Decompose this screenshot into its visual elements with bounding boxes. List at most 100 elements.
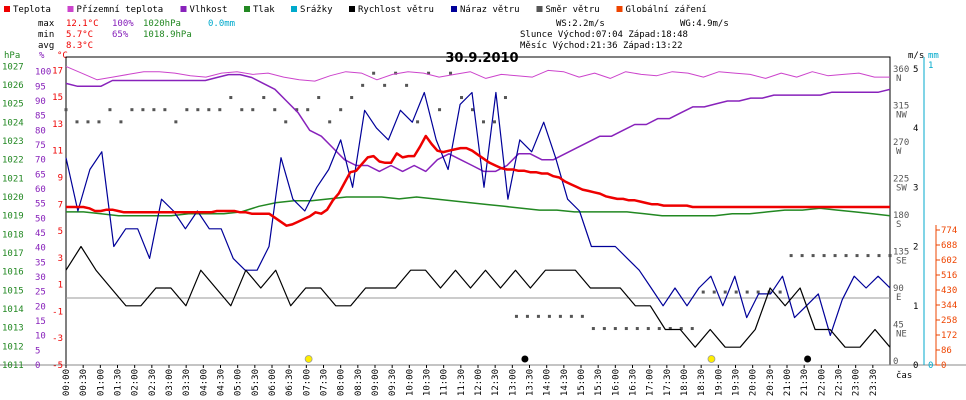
- legend-swatch-2: [180, 6, 187, 12]
- stat-min-press: 1018.9hPa: [143, 30, 192, 40]
- tick-pressure-0: 1027: [2, 62, 24, 72]
- direction-point-1: [75, 120, 79, 124]
- direction-point-40: [503, 96, 507, 100]
- direction-point-70: [833, 254, 837, 258]
- x-tick-label-37: 18:30: [697, 369, 707, 396]
- tick-pressure-12: 1015: [2, 286, 24, 296]
- tick-direction-2: 270: [893, 138, 909, 148]
- tick-direction-label-5: SE: [896, 257, 907, 267]
- direction-point-27: [361, 83, 365, 87]
- stat-max-press: 1020hPa: [143, 19, 181, 29]
- x-tick-label-26: 13:00: [508, 369, 518, 396]
- tick-direction-label-7: NE: [896, 330, 907, 340]
- x-tick-label-2: 01:00: [96, 369, 106, 396]
- stat-ws: WS:2.2m/s: [556, 19, 605, 29]
- direction-point-68: [811, 254, 815, 258]
- tick-humidity-16: 20: [35, 302, 46, 312]
- direction-point-50: [613, 327, 617, 331]
- sun-moon-markers: [304, 355, 812, 363]
- legend-swatch-7: [536, 6, 543, 12]
- direction-point-53: [646, 327, 650, 331]
- tick-radiation-3: 516: [941, 271, 957, 281]
- tick-direction-label-1: NW: [896, 111, 907, 121]
- legend-label-8: Globální záření: [626, 5, 707, 15]
- direction-point-34: [438, 108, 442, 112]
- direction-point-26: [350, 96, 354, 100]
- tick-direction-0: 360: [893, 65, 909, 75]
- x-tick-label-8: 04:00: [199, 369, 209, 396]
- tick-pressure-3: 1024: [2, 118, 24, 128]
- direction-point-32: [416, 120, 420, 124]
- direction-point-42: [525, 314, 529, 318]
- direction-point-30: [394, 71, 398, 75]
- legend: Teplota Přízemní teplota Vlhkost Tlak Srážky…: [4, 5, 707, 15]
- direction-point-59: [712, 290, 716, 294]
- x-tick-label-19: 09:30: [388, 369, 398, 396]
- x-tick-label-43: 21:30: [800, 369, 810, 396]
- legend-swatch-1: [67, 6, 74, 12]
- direction-point-56: [679, 327, 683, 331]
- legend-swatch-4: [291, 6, 297, 12]
- tick-temp-0: 17: [52, 66, 63, 76]
- direction-point-51: [624, 327, 628, 331]
- stat-avg-label: avg: [38, 41, 54, 51]
- tick-pressure-7: 1020: [2, 193, 24, 203]
- direction-point-19: [273, 108, 277, 112]
- direction-point-38: [481, 120, 485, 124]
- tick-wind-2: 3: [913, 183, 918, 193]
- direction-point-11: [185, 108, 189, 112]
- direction-point-6: [130, 108, 134, 112]
- x-tick-label-23: 11:30: [457, 369, 467, 396]
- direction-point-37: [471, 108, 475, 112]
- legend-label-0: Teplota: [13, 5, 51, 15]
- tick-wind-3: 2: [913, 243, 918, 253]
- x-tick-label-0: 00:00: [62, 369, 72, 396]
- moon-marker-1: [804, 355, 812, 363]
- stat-min-temp: 5.7°C: [66, 30, 93, 40]
- tick-humidity-5: 75: [35, 141, 46, 151]
- stat-avg-temp: 8.3°C: [66, 41, 93, 51]
- x-tick-label-4: 02:00: [131, 369, 141, 396]
- tick-temp-11: -5: [52, 361, 63, 371]
- stat-moon: Měsíc Východ:21:36 Západ:13:22: [520, 41, 683, 51]
- x-tick-label-10: 05:00: [234, 369, 244, 396]
- direction-point-3: [97, 120, 101, 124]
- direction-point-36: [460, 96, 464, 100]
- direction-point-48: [591, 327, 595, 331]
- tick-humidity-12: 40: [35, 244, 46, 254]
- direction-point-24: [328, 120, 332, 124]
- tick-wind-4: 1: [913, 302, 918, 312]
- stat-max-rain: 0.0mm: [208, 19, 235, 29]
- tick-radiation-0: 774: [941, 226, 957, 236]
- legend-label-7: Směr větru: [546, 5, 600, 15]
- tick-direction-7: 45: [893, 321, 904, 331]
- x-tick-label-29: 14:30: [560, 369, 570, 396]
- direction-point-28: [372, 71, 376, 75]
- tick-pressure-13: 1014: [2, 305, 24, 315]
- x-tick-label-3: 01:30: [114, 369, 124, 396]
- tick-temp-7: 3: [58, 254, 63, 264]
- tick-direction-label-6: E: [896, 293, 901, 303]
- direction-point-8: [152, 108, 156, 112]
- stat-max-hum: 100%: [112, 19, 134, 29]
- x-tick-label-22: 11:00: [440, 369, 450, 396]
- direction-point-57: [690, 327, 694, 331]
- tick-direction-3: 225: [893, 175, 909, 185]
- direction-point-66: [789, 254, 793, 258]
- direction-point-71: [844, 254, 848, 258]
- x-tick-label-46: 23:00: [852, 369, 862, 396]
- tick-radiation-7: 172: [941, 331, 957, 341]
- legend-swatch-8: [616, 6, 623, 12]
- x-tick-label-35: 17:30: [663, 369, 673, 396]
- tick-humidity-14: 30: [35, 273, 46, 283]
- x-tick-label-11: 05:30: [251, 369, 261, 396]
- legend-label-5: Rychlost větru: [358, 5, 434, 15]
- x-tick-label-28: 14:00: [543, 369, 553, 396]
- tick-pressure-14: 1013: [2, 324, 24, 334]
- direction-point-74: [877, 254, 881, 258]
- direction-point-61: [734, 290, 738, 294]
- tick-pressure-11: 1016: [2, 268, 24, 278]
- series-layer: [64, 65, 892, 348]
- tick-humidity-1: 95: [35, 82, 46, 92]
